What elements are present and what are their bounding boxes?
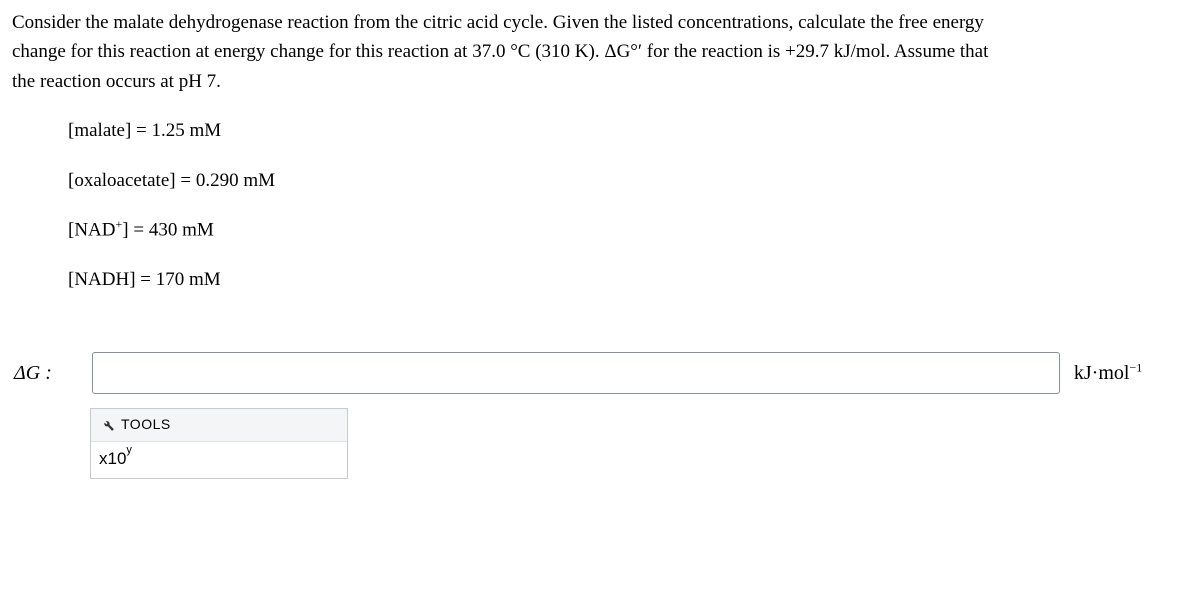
delta-g-input[interactable] [92,352,1060,394]
sci-notation-button[interactable]: x10y [91,442,347,478]
unit-prefix: kJ·mol [1074,362,1130,384]
delta-g-label: ΔG : [12,358,52,389]
malate-value: 1.25 mM [152,120,222,141]
problem-line3: the reaction occurs at pH 7. [12,71,221,92]
conc-nadh: [NADH] = 170 mM [68,265,1188,294]
concentrations-list: [malate] = 1.25 mM [oxaloacetate] = 0.29… [12,116,1188,294]
sci-exp: y [126,444,132,456]
sci-base: x10 [99,449,126,468]
problem-line1: Consider the malate dehydrogenase reacti… [12,12,984,33]
problem-line2b: . Assume that [885,41,988,62]
problem-statement: Consider the malate dehydrogenase reacti… [12,8,1188,96]
tools-panel: TOOLS x10y [90,408,348,479]
nadp-value: 430 mM [149,220,214,241]
oaa-label: [oxaloacetate] = [68,170,196,191]
unit-label: kJ·mol−1 [1074,358,1142,389]
nadp-label-close: ] = [122,220,149,241]
nadp-label-open: [NAD [68,220,116,241]
answer-row: ΔG : kJ·mol−1 [12,352,1188,394]
tools-header: TOOLS [91,409,347,442]
conc-malate: [malate] = 1.25 mM [68,116,1188,145]
oaa-value: 0.290 mM [196,170,275,191]
nadh-label: [NADH] = [68,269,156,290]
dg-std-value: +29.7 kJ/mol [785,41,885,62]
wrench-icon [101,418,115,432]
tools-title: TOOLS [121,414,171,436]
problem-line2a: change for this reaction at energy chang… [12,41,785,62]
conc-nad-plus: [NAD+] = 430 mM [68,215,1188,245]
malate-label: [malate] = [68,120,152,141]
unit-exponent: −1 [1129,360,1142,374]
conc-oxaloacetate: [oxaloacetate] = 0.290 mM [68,166,1188,195]
nadh-value: 170 mM [156,269,221,290]
